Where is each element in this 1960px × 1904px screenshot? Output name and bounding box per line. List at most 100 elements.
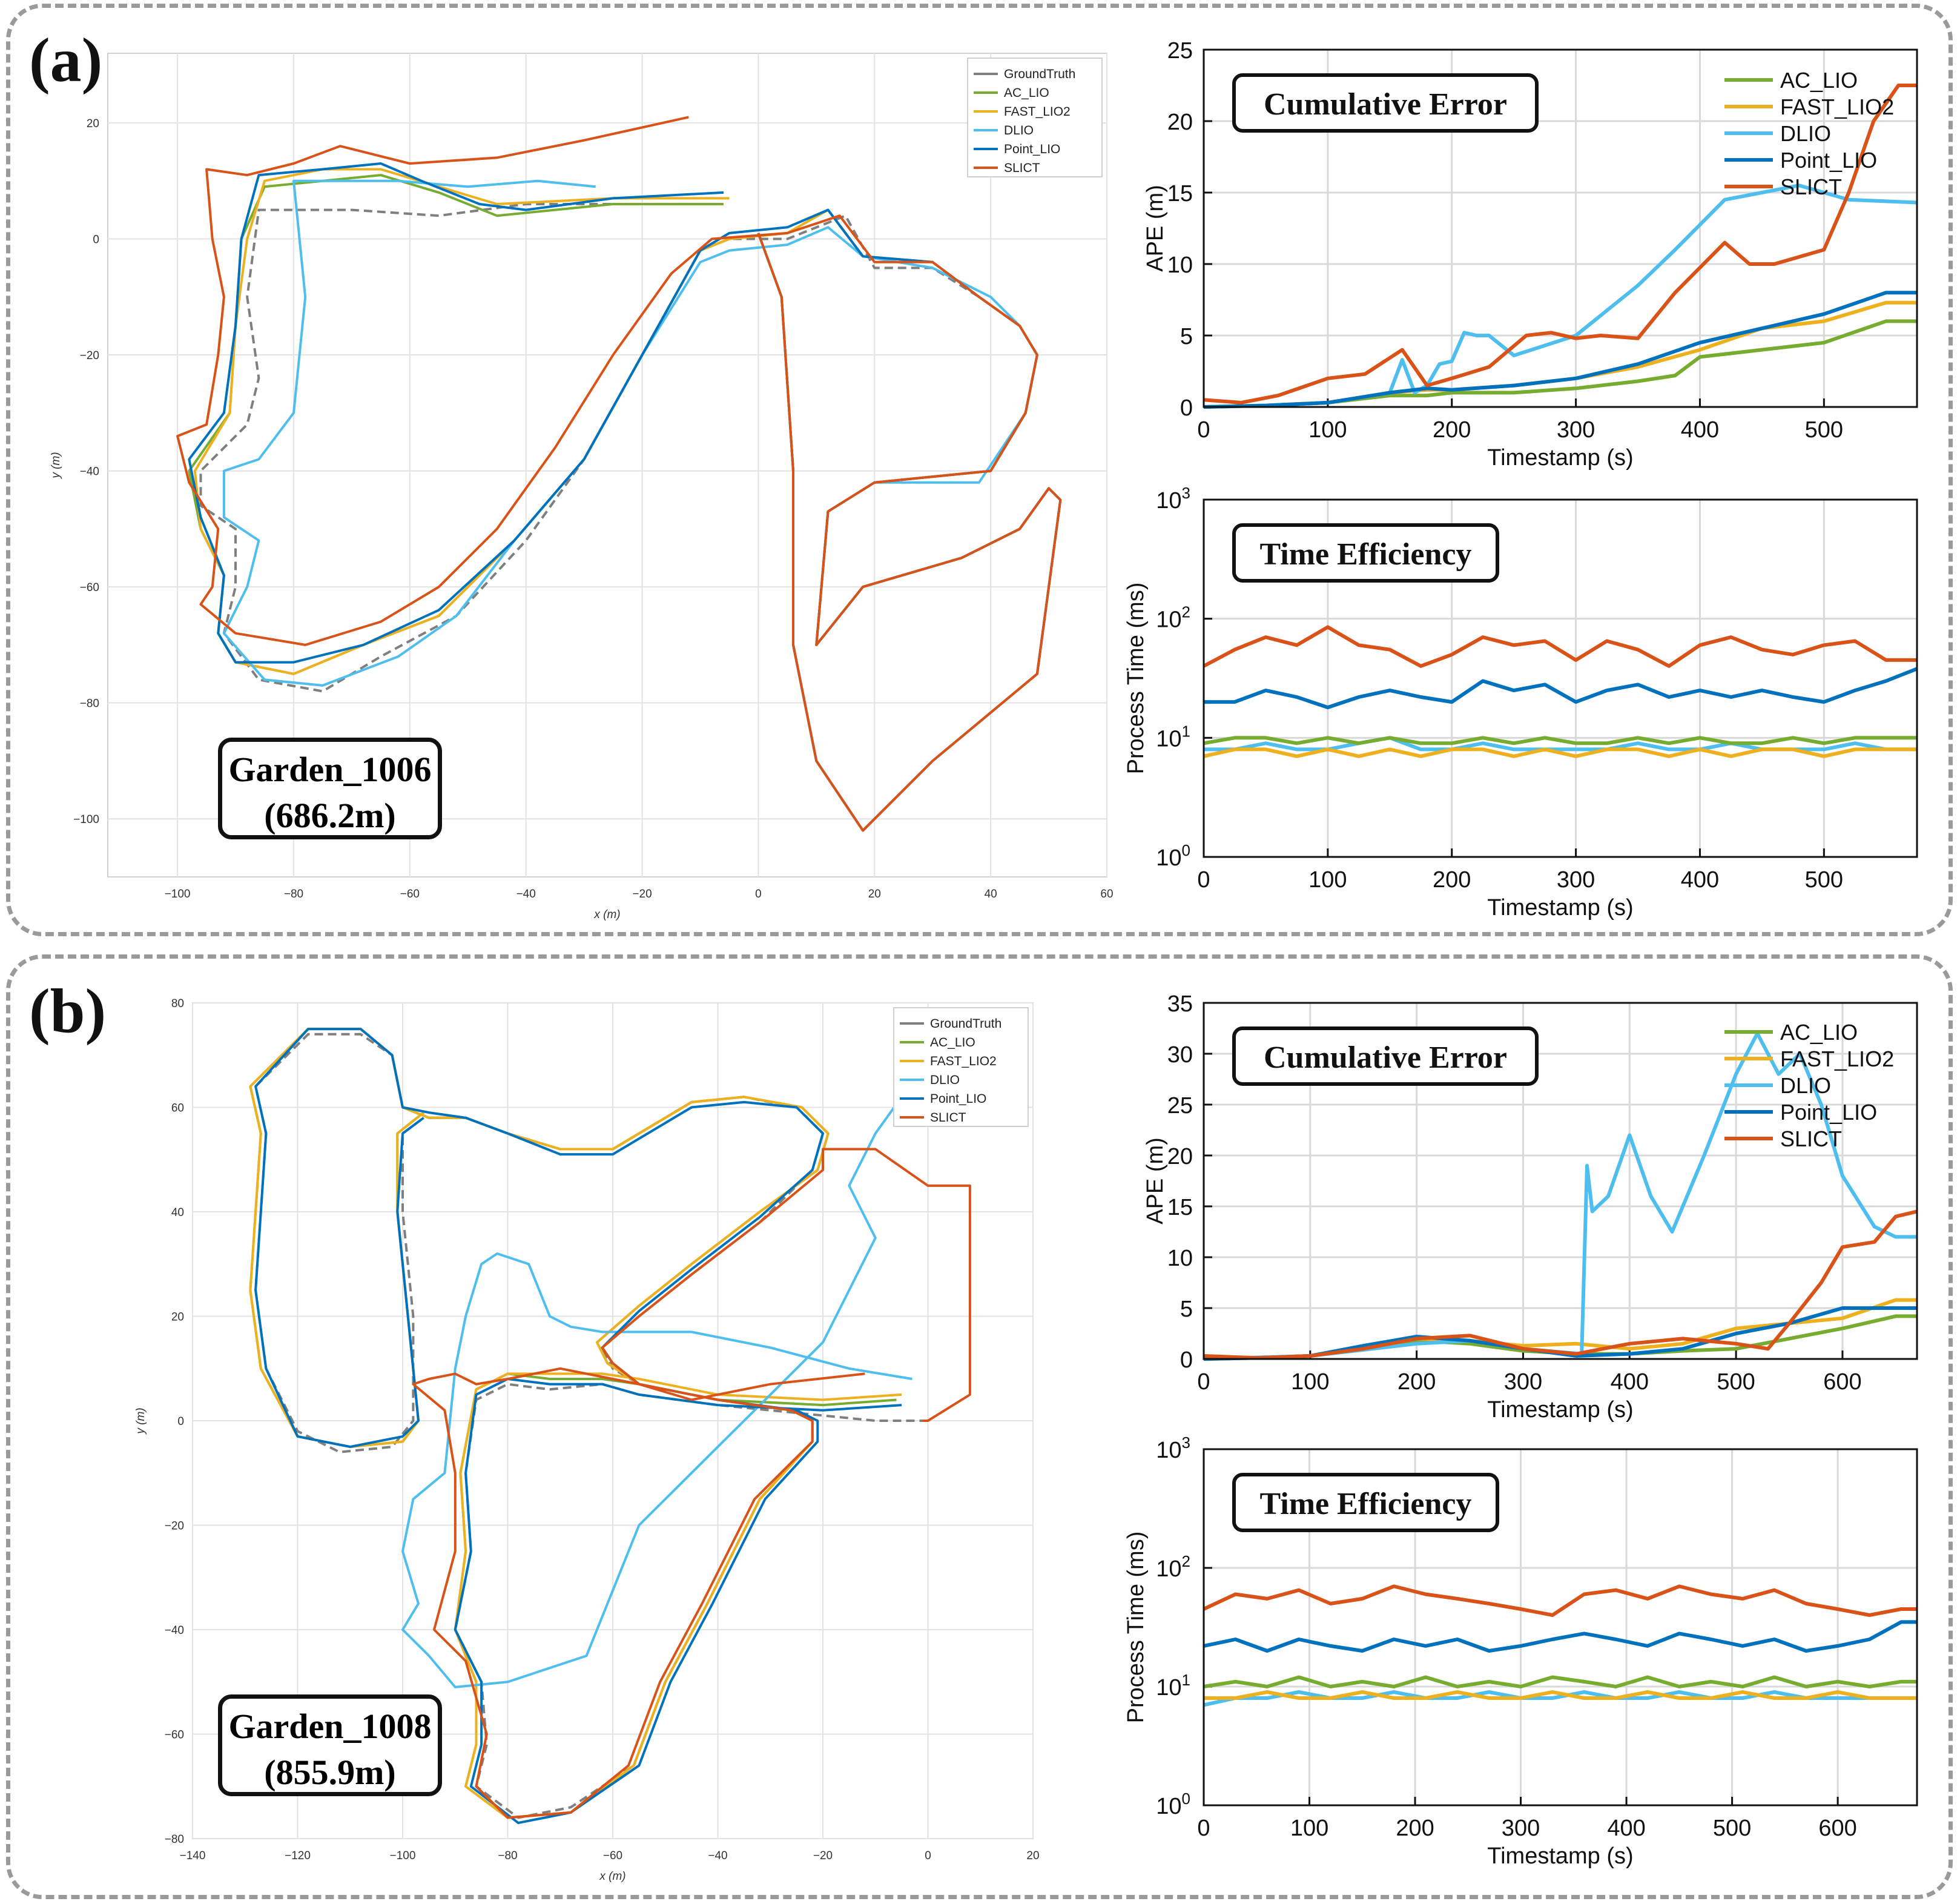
series-slict-ape-b <box>1203 1209 1918 1360</box>
x-axis-label-b: x (m) <box>599 1870 625 1883</box>
legend-label-ape-b: AC_LIO <box>1780 1020 1858 1045</box>
x-tick-label-time-a: 0 <box>1197 867 1210 893</box>
y-tick-exponent: 0 <box>1182 841 1190 859</box>
series-ac-lio-time-b <box>1203 1675 1917 1688</box>
legend-label-b: Point_LIO <box>930 1092 986 1106</box>
y-axis-label-time-a: Process Time (ms) <box>1123 583 1149 775</box>
y-tick-base: 10 <box>1156 1556 1181 1582</box>
series-point-lio-time-b <box>1203 1620 1917 1653</box>
x-tick-label-ape-a: 300 <box>1557 417 1595 443</box>
trajectory-slict-a <box>176 116 1062 832</box>
x-tick-label-b: 0 <box>925 1849 931 1862</box>
x-tick-label-a: −60 <box>400 888 420 901</box>
x-axis-label-a: x (m) <box>593 908 620 921</box>
legend-label-b: SLICT <box>930 1111 966 1125</box>
trajectory-dlio-b <box>401 1096 928 1688</box>
y-tick-label-b: 80 <box>171 997 184 1010</box>
x-tick-label-b: −120 <box>285 1849 311 1862</box>
y-tick-base: 10 <box>1156 726 1181 752</box>
legend-label-a: DLIO <box>1004 124 1034 137</box>
y-tick-exponent: 1 <box>1182 1671 1190 1689</box>
x-tick-label-ape-b: 300 <box>1504 1369 1542 1395</box>
y-tick-label-ape-b: 5 <box>1180 1297 1193 1322</box>
legend-label-b: AC_LIO <box>930 1036 975 1050</box>
x-tick-label-a: 0 <box>755 888 762 901</box>
y-tick-label-b: 60 <box>171 1102 184 1115</box>
series-slict-time-b <box>1203 1584 1917 1617</box>
x-tick-label-ape-a: 0 <box>1197 417 1210 443</box>
title-box-ape-b <box>1232 1026 1539 1086</box>
x-tick-label-time-a: 300 <box>1557 867 1595 893</box>
legend-box-b <box>893 1007 1029 1127</box>
legend-label-a: GroundTruth <box>1004 67 1075 81</box>
panel-label-b: (b) <box>29 976 107 1046</box>
x-tick-label-ape-a: 200 <box>1433 417 1471 443</box>
x-tick-label-time-b: 600 <box>1818 1816 1856 1841</box>
y-tick-label-time-a: 102 <box>1156 603 1190 633</box>
series-slict-time-a <box>1203 625 1917 668</box>
y-tick-base: 10 <box>1156 607 1181 633</box>
legend-label-a: Point_LIO <box>1004 142 1060 156</box>
x-tick-label-b: 20 <box>1026 1849 1039 1862</box>
legend-label-ape-a: DLIO <box>1780 121 1831 146</box>
legend-label-a: FAST_LIO2 <box>1004 105 1071 119</box>
x-tick-label-time-b: 400 <box>1607 1816 1645 1841</box>
y-tick-label-time-b: 101 <box>1156 1671 1190 1701</box>
legend-label-ape-a: SLICT <box>1780 174 1842 199</box>
panel-a <box>6 4 1953 936</box>
title-box-time-b <box>1232 1473 1499 1532</box>
y-tick-label-ape-a: 0 <box>1180 395 1193 421</box>
y-tick-label-b: −40 <box>165 1624 184 1637</box>
x-tick-label-ape-a: 500 <box>1805 417 1843 443</box>
legend-label-b: DLIO <box>930 1073 960 1087</box>
y-tick-label-ape-a: 5 <box>1180 324 1193 349</box>
y-axis-label-time-b: Process Time (ms) <box>1123 1532 1149 1724</box>
x-axis-label-ape-a: Timestamp (s) <box>1487 445 1633 471</box>
y-tick-label-a: −60 <box>80 581 99 594</box>
legend-label-a: AC_LIO <box>1004 86 1049 100</box>
legend-label-ape-a: FAST_LIO2 <box>1780 94 1894 119</box>
plot-frame-time-a <box>1203 498 1918 858</box>
x-tick-label-b: −80 <box>498 1849 517 1862</box>
y-tick-label-ape-b: 0 <box>1180 1347 1193 1373</box>
y-tick-label-ape-a: 15 <box>1167 181 1193 207</box>
series-point-lio-time-a <box>1204 667 1918 710</box>
x-axis-label-ape-b: Timestamp (s) <box>1487 1397 1633 1423</box>
y-tick-label-ape-b: 20 <box>1167 1144 1193 1169</box>
chart-title-time-a: Time Efficiency <box>1260 537 1472 572</box>
dataset-length-b: (855.9m) <box>264 1753 396 1792</box>
y-tick-label-ape-b: 30 <box>1167 1042 1193 1068</box>
x-tick-label-ape-b: 600 <box>1823 1369 1861 1395</box>
x-tick-label-ape-a: 100 <box>1308 417 1347 443</box>
panel-b <box>6 954 1953 1899</box>
legend-label-ape-b: Point_LIO <box>1780 1100 1877 1125</box>
x-tick-label-time-b: 200 <box>1396 1816 1434 1841</box>
x-tick-label-ape-a: 400 <box>1681 417 1719 443</box>
dataset-name-b: Garden_1008 <box>228 1707 432 1746</box>
y-axis-label-ape-a: APE (m) <box>1143 185 1168 272</box>
x-tick-label-b: −40 <box>708 1849 727 1862</box>
x-tick-label-b: −60 <box>603 1849 622 1862</box>
x-tick-label-ape-b: 100 <box>1291 1369 1329 1395</box>
y-tick-label-ape-b: 35 <box>1167 991 1193 1017</box>
chart-title-ape-a: Cumulative Error <box>1264 87 1507 122</box>
y-tick-label-a: 0 <box>93 233 99 246</box>
y-axis-label-ape-b: APE (m) <box>1143 1137 1168 1225</box>
x-tick-label-time-b: 500 <box>1713 1816 1751 1841</box>
x-tick-label-time-b: 0 <box>1197 1816 1210 1841</box>
y-tick-base: 10 <box>1156 1438 1181 1463</box>
y-tick-label-ape-a: 20 <box>1167 110 1193 135</box>
legend-label-ape-b: SLICT <box>1780 1126 1842 1151</box>
series-point-lio-ape-a <box>1203 291 1917 409</box>
y-tick-label-b: −80 <box>165 1833 184 1846</box>
x-axis-label-time-b: Timestamp (s) <box>1487 1843 1633 1869</box>
x-tick-label-a: −40 <box>516 888 536 901</box>
y-tick-label-time-a: 101 <box>1156 722 1190 752</box>
y-tick-label-time-a: 103 <box>1156 484 1190 514</box>
y-tick-label-ape-b: 15 <box>1167 1195 1193 1220</box>
series-slict-ape-a <box>1203 84 1917 405</box>
x-axis-label-time-a: Timestamp (s) <box>1487 895 1633 921</box>
trajectory-fast-lio2-b <box>249 1028 902 1819</box>
y-tick-label-time-b: 103 <box>1156 1433 1190 1463</box>
